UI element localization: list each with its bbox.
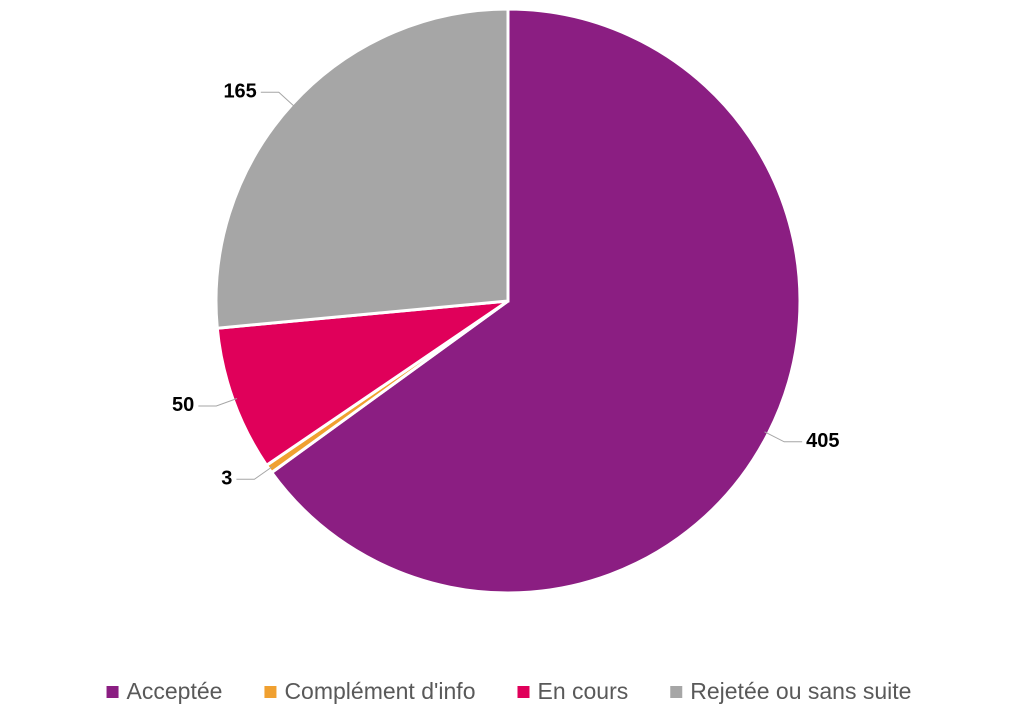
legend-swatch bbox=[517, 686, 530, 698]
leader-line bbox=[198, 398, 238, 407]
legend-label: Rejetée ou sans suite bbox=[690, 678, 911, 704]
legend-swatch bbox=[670, 686, 683, 698]
legend-label: Acceptée bbox=[127, 678, 223, 704]
pie-slice bbox=[214, 7, 510, 330]
leader-line bbox=[260, 91, 296, 108]
data-label: 405 bbox=[806, 430, 839, 452]
legend-swatch bbox=[264, 686, 277, 698]
data-label: 50 bbox=[172, 394, 194, 416]
legend-label: En cours bbox=[537, 678, 628, 704]
leader-line bbox=[236, 466, 273, 480]
leader-line bbox=[764, 431, 803, 443]
data-label: 165 bbox=[223, 81, 256, 103]
data-label: 3 bbox=[221, 468, 232, 490]
legend-swatch bbox=[106, 686, 119, 698]
legend-label: Complément d'info bbox=[284, 678, 475, 704]
